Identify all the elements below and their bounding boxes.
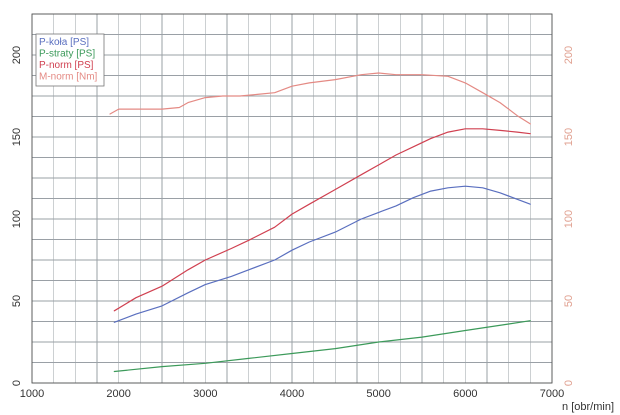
y2-tick-label: 0 <box>563 380 575 386</box>
x-tick-label: 5000 <box>366 388 390 400</box>
y-tick-label: 200 <box>11 46 23 64</box>
y-tick-label: 100 <box>11 210 23 228</box>
y-axis-tick-labels: 0 50 100 150 200 <box>11 46 23 386</box>
plot-frame <box>31 13 553 384</box>
y2-tick-label: 200 <box>563 46 575 64</box>
y-tick-label: 0 <box>11 380 23 386</box>
y-tick-label: 150 <box>11 128 23 146</box>
series-line-2 <box>113 320 531 373</box>
x-axis-tick-labels: 1000 2000 3000 4000 5000 6000 7000 <box>20 388 564 400</box>
legend-box <box>35 33 105 87</box>
y-tick-label: 50 <box>11 295 23 307</box>
x-axis-label: n [obr/min] <box>562 401 614 413</box>
series-line-4 <box>109 72 531 125</box>
y2-tick-label: 50 <box>563 295 575 307</box>
legend-entry: P-norm [PS] <box>39 60 94 71</box>
legend-entry: M-norm [Nm] <box>39 72 98 83</box>
legend-entry: P-straty [PS] <box>39 49 95 60</box>
x-tick-label: 1000 <box>20 388 44 400</box>
y2-axis-tick-labels: 0 50 100 150 200 <box>563 46 575 386</box>
y2-tick-label: 150 <box>563 128 575 146</box>
series-line-3 <box>113 128 531 312</box>
legend-entry: P-koła [PS] <box>39 37 89 48</box>
legend: P-koła [PS]P-straty [PS]P-norm [PS]M-nor… <box>35 33 105 87</box>
series-line-1 <box>113 185 531 323</box>
x-tick-label: 2000 <box>106 388 130 400</box>
x-tick-label: 7000 <box>540 388 564 400</box>
legend-items: P-koła [PS]P-straty [PS]P-norm [PS]M-nor… <box>39 37 98 83</box>
x-tick-label: 3000 <box>193 388 217 400</box>
x-tick-label: 6000 <box>453 388 477 400</box>
series-lines <box>109 72 531 373</box>
x-tick-label: 4000 <box>280 388 304 400</box>
y2-tick-label: 100 <box>563 210 575 228</box>
